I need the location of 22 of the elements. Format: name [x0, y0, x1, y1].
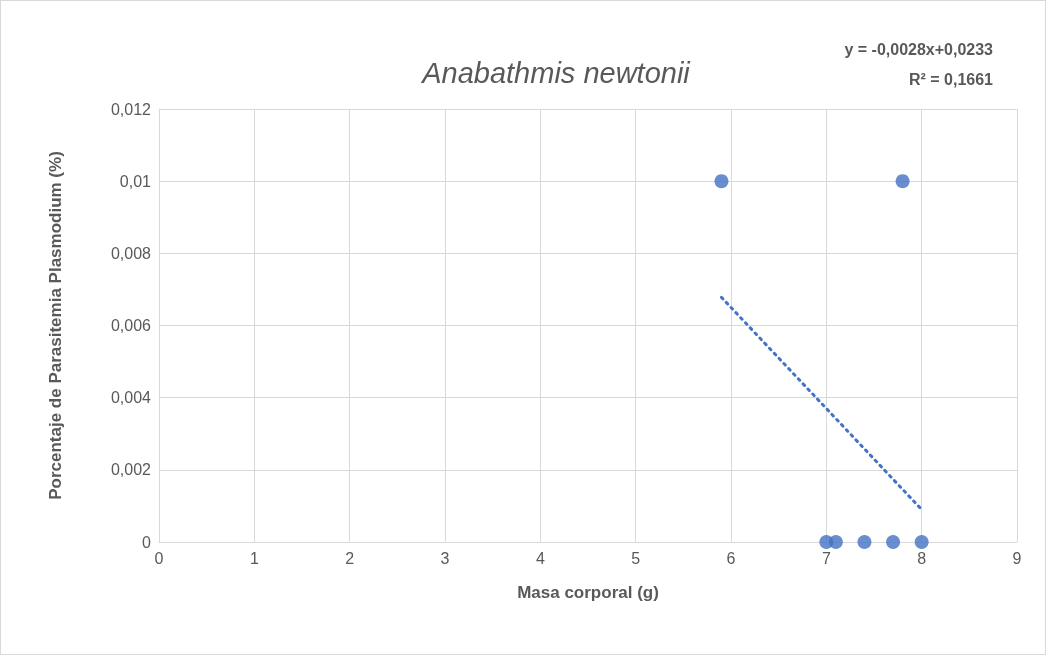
x-tick-label: 0	[154, 549, 164, 567]
x-tick-label: 3	[440, 549, 450, 567]
y-tick-label: 0,006	[110, 317, 152, 334]
y-tick-label: 0	[142, 533, 152, 551]
text: R² = 0,1661	[908, 70, 994, 88]
y-axis-title: Porcentaje de Parasitemia Plasmodium (%)	[46, 151, 65, 500]
y-tick-label: 0,01	[119, 172, 152, 190]
x-tick-label: 2	[345, 549, 355, 567]
x-tick-label: 6	[726, 549, 736, 567]
x-tick-label: 4	[535, 549, 545, 567]
y-tick-label: 0,012	[110, 100, 152, 118]
x-tick-label: 5	[631, 549, 641, 567]
chart-title: Anabathmis newtonii	[420, 56, 692, 89]
x-tick-label: 9	[1012, 549, 1022, 567]
x-tick-label: 8	[917, 549, 927, 567]
y-tick-label: 0,004	[110, 389, 152, 407]
x-tick-label: 1	[249, 549, 259, 567]
y-tick-label: 0,002	[110, 461, 152, 479]
y-tick-label: 0,008	[110, 244, 152, 262]
x-tick-label: 7	[821, 549, 831, 567]
text: y = -0,0028x+0,0233	[844, 40, 994, 58]
x-axis-title: Masa corporal (g)	[517, 583, 659, 602]
